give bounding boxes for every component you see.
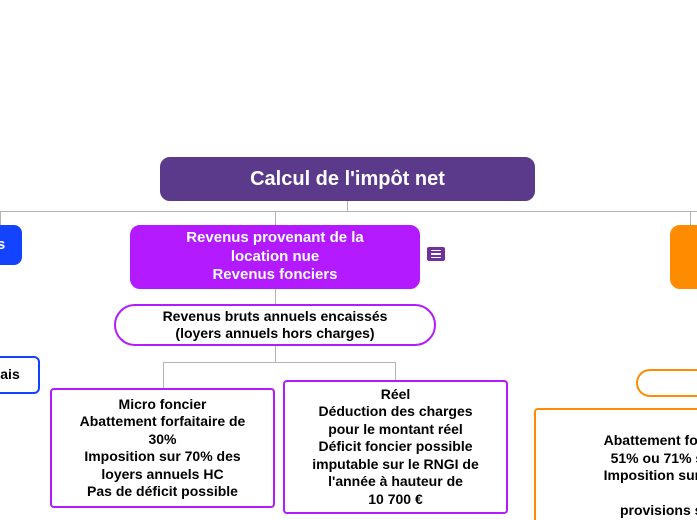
reel-0: Réel xyxy=(381,386,411,404)
ob-5: provisions sur cl xyxy=(620,502,697,520)
reel-6: 10 700 € xyxy=(368,491,423,509)
left-partial-blue[interactable]: s xyxy=(0,225,22,265)
mf-2: 30% xyxy=(148,431,176,449)
note-icon[interactable] xyxy=(427,247,445,261)
magenta-line-2: Revenus fonciers xyxy=(212,266,337,285)
reel-5: l'année à hauteur de xyxy=(328,473,463,491)
root-node[interactable]: Calcul de l'impôt net xyxy=(160,157,535,201)
reel-1: Déduction des charges xyxy=(318,403,472,421)
magenta-line-0: Revenus provenant de la xyxy=(186,229,364,248)
reel-node[interactable]: Réel Déduction des charges pour le monta… xyxy=(283,380,508,514)
orange-box[interactable]: Micr Abattement forfaita 51% ou 71% selo… xyxy=(534,408,697,520)
orange-pill[interactable] xyxy=(636,369,697,397)
bruts-node[interactable]: Revenus bruts annuels encaissés (loyers … xyxy=(114,304,436,346)
reel-3: Déficit foncier possible xyxy=(318,438,472,456)
mf-4: loyers annuels HC xyxy=(101,466,223,484)
mf-5: Pas de déficit possible xyxy=(87,483,238,501)
ob-2: 51% ou 71% selon xyxy=(611,450,697,468)
left-partial-blue-text: s xyxy=(0,236,5,255)
mf-0: Micro foncier xyxy=(119,396,207,414)
root-label: Calcul de l'impôt net xyxy=(250,167,445,192)
bruts-line-0: Revenus bruts annuels encaissés xyxy=(163,308,388,326)
orange-header[interactable] xyxy=(670,225,697,289)
left-partial-white[interactable]: ais xyxy=(0,356,40,394)
left-partial-white-text: ais xyxy=(0,366,19,384)
ob-3: Imposition sur 70% xyxy=(604,467,697,485)
root-connector-hline xyxy=(0,211,697,212)
mf-3: Imposition sur 70% des xyxy=(84,448,240,466)
ob-1: Abattement forfaita xyxy=(604,432,697,450)
magenta-line-1: location nue xyxy=(231,248,319,267)
bruts-line-1: (loyers annuels hors charges) xyxy=(175,325,374,343)
reel-2: pour le montant réel xyxy=(328,421,463,439)
magenta-node[interactable]: Revenus provenant de la location nue Rev… xyxy=(130,225,420,289)
micro-foncier-node[interactable]: Micro foncier Abattement forfaitaire de … xyxy=(50,388,275,508)
mf-1: Abattement forfaitaire de xyxy=(80,413,246,431)
reel-4: imputable sur le RNGI de xyxy=(312,456,478,474)
